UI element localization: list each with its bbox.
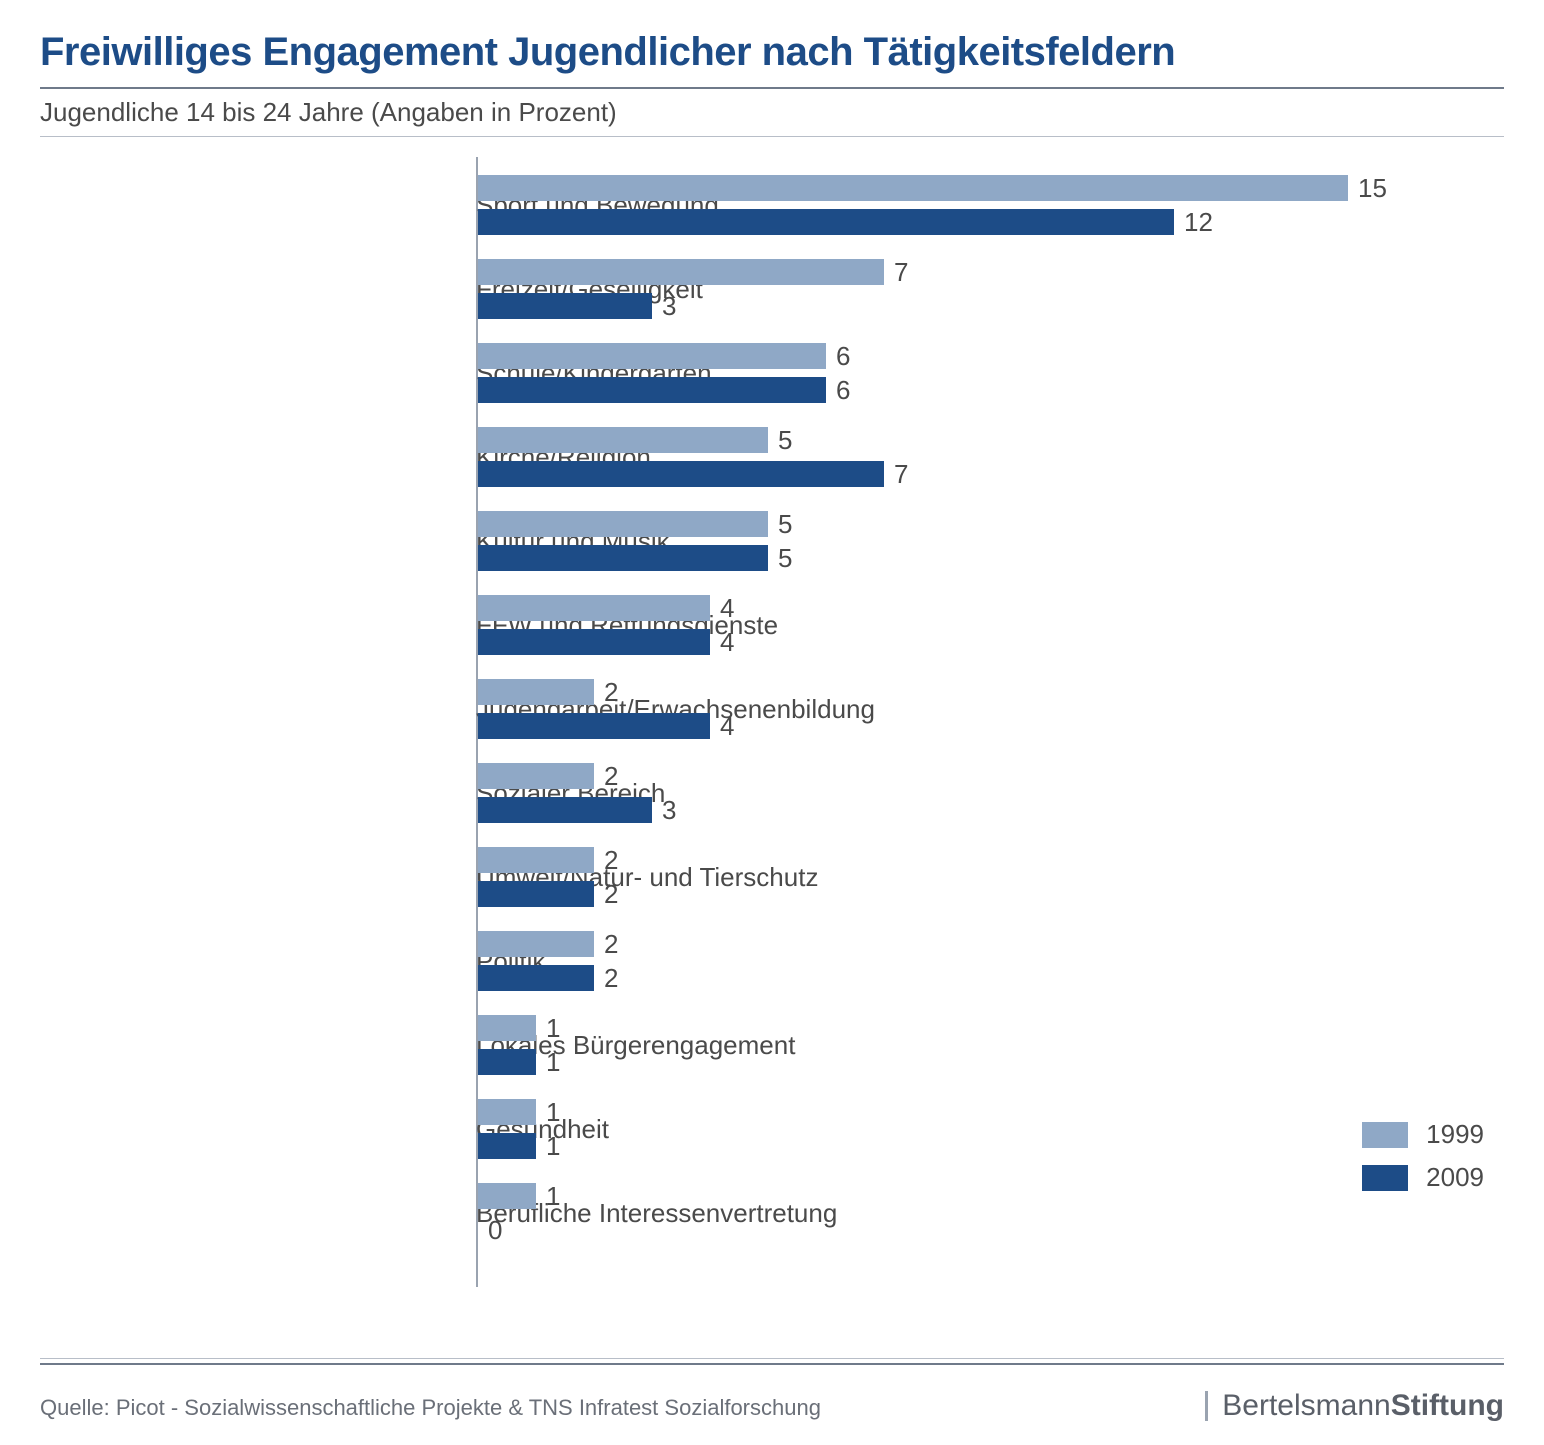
bar-value: 1	[546, 1133, 560, 1159]
chart-row: Schule/Kindergarten66	[40, 343, 1504, 403]
chart-row: Kirche/Religion57	[40, 427, 1504, 487]
chart-row: Freizeit/Geselligkeit73	[40, 259, 1504, 319]
legend-swatch	[1362, 1165, 1408, 1191]
divider	[40, 87, 1504, 89]
bar-1999	[478, 427, 768, 453]
bar-value: 1	[546, 1099, 560, 1125]
bar-1999	[478, 259, 884, 285]
divider	[40, 1358, 1504, 1359]
bar-value: 4	[720, 713, 734, 739]
bar-value: 4	[720, 595, 734, 621]
legend-swatch	[1362, 1122, 1408, 1148]
chart-row: Berufliche Interessenvertretung10	[40, 1183, 1504, 1243]
bar-value: 12	[1184, 209, 1213, 235]
bar-2009	[478, 293, 652, 319]
bar-1999	[478, 847, 594, 873]
bar-2009	[478, 629, 710, 655]
bar-2009	[478, 1049, 536, 1075]
chart-row: Sport und Bewegung1512	[40, 175, 1504, 235]
divider	[40, 1363, 1504, 1365]
bar-value: 5	[778, 545, 792, 571]
bar-value: 6	[836, 343, 850, 369]
bar-value: 1	[546, 1015, 560, 1041]
bar-1999	[478, 343, 826, 369]
bar-1999	[478, 679, 594, 705]
legend-item: 1999	[1362, 1119, 1484, 1150]
bar-1999	[478, 1099, 536, 1125]
bar-value: 7	[894, 461, 908, 487]
bar-value: 2	[604, 881, 618, 907]
chart-title: Freiwilliges Engagement Jugendlicher nac…	[40, 30, 1504, 75]
chart-subtitle: Jugendliche 14 bis 24 Jahre (Angaben in …	[40, 97, 1504, 128]
bar-value: 6	[836, 377, 850, 403]
bar-2009	[478, 461, 884, 487]
bar-2009	[478, 1133, 536, 1159]
bar-2009	[478, 797, 652, 823]
bar-1999	[478, 1183, 536, 1209]
bar-2009	[478, 965, 594, 991]
bar-value: 3	[662, 797, 676, 823]
chart-row: Umwelt/Natur- und Tierschutz22	[40, 847, 1504, 907]
legend-label: 1999	[1426, 1119, 1484, 1150]
chart-row: Lokales Bürgerengagement11	[40, 1015, 1504, 1075]
bar-value: 2	[604, 847, 618, 873]
bar-value: 2	[604, 931, 618, 957]
bar-value: 4	[720, 629, 734, 655]
brand-logo: BertelsmannStiftung	[1205, 1391, 1504, 1421]
chart-row: Kultur und Musik55	[40, 511, 1504, 571]
bar-value: 0	[488, 1217, 502, 1243]
divider	[40, 136, 1504, 137]
bar-2009	[478, 377, 826, 403]
bar-1999	[478, 931, 594, 957]
bar-1999	[478, 1015, 536, 1041]
bar-1999	[478, 595, 710, 621]
bar-value: 2	[604, 763, 618, 789]
bar-value: 5	[778, 511, 792, 537]
chart-row: FFW und Rettungsdienste44	[40, 595, 1504, 655]
bar-2009	[478, 881, 594, 907]
bar-2009	[478, 713, 710, 739]
bar-value: 5	[778, 427, 792, 453]
bar-1999	[478, 763, 594, 789]
bar-value: 2	[604, 679, 618, 705]
bar-value: 2	[604, 965, 618, 991]
chart-row: Sozialer Bereich23	[40, 763, 1504, 823]
bar-1999	[478, 511, 768, 537]
bar-value: 1	[546, 1183, 560, 1209]
legend-label: 2009	[1426, 1162, 1484, 1193]
bar-chart: Sport und Bewegung1512Freizeit/Geselligk…	[40, 157, 1504, 1287]
bar-2009	[478, 209, 1174, 235]
brand-light: Bertelsmann	[1222, 1389, 1390, 1422]
bar-value: 15	[1358, 175, 1387, 201]
bar-value: 7	[894, 259, 908, 285]
bar-value: 1	[546, 1049, 560, 1075]
bar-2009	[478, 545, 768, 571]
bar-value: 3	[662, 293, 676, 319]
legend-item: 2009	[1362, 1162, 1484, 1193]
source-text: Quelle: Picot - Sozialwissenschaftliche …	[40, 1395, 821, 1421]
brand-bold: Stiftung	[1391, 1389, 1504, 1422]
chart-row: Gesundheit11	[40, 1099, 1504, 1159]
bar-1999	[478, 175, 1348, 201]
legend: 1999 2009	[1362, 1119, 1484, 1205]
chart-row: Jugendarbeit/Erwachsenenbildung24	[40, 679, 1504, 739]
chart-row: Politik22	[40, 931, 1504, 991]
